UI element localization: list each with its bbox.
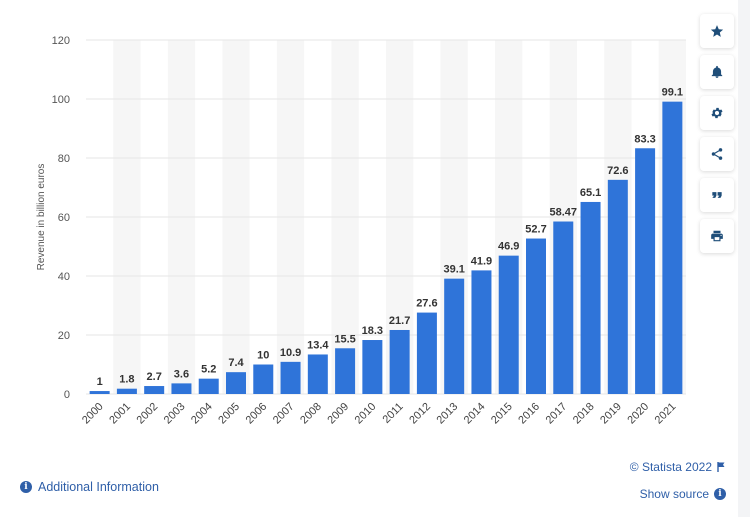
favorite-button[interactable] [700, 14, 734, 48]
data-label: 58.47 [550, 207, 578, 219]
data-label: 13.4 [307, 339, 329, 351]
bar [416, 312, 437, 394]
bar [335, 348, 356, 394]
info-icon: i [20, 481, 32, 493]
star-icon [710, 25, 724, 37]
x-tick-label: 2000 [80, 401, 106, 427]
additional-info-link[interactable]: i Additional Information [20, 480, 159, 494]
y-tick-label: 60 [58, 212, 70, 224]
bar [226, 372, 246, 394]
data-label: 2.7 [147, 371, 162, 383]
data-label: 3.6 [174, 368, 189, 380]
settings-button[interactable] [700, 96, 734, 130]
bar [307, 354, 328, 394]
x-tick-label: 2005 [216, 401, 242, 427]
x-tick-label: 2012 [407, 401, 433, 427]
bar [253, 364, 274, 394]
bar [471, 270, 492, 394]
info-icon: i [714, 487, 726, 500]
y-tick-label: 20 [58, 330, 70, 342]
quote-icon [712, 192, 722, 198]
data-label: 5.2 [201, 364, 216, 376]
data-label: 15.5 [334, 333, 355, 345]
x-tick-label: 2006 [244, 401, 270, 427]
bar [580, 201, 601, 394]
share-button[interactable] [700, 137, 734, 171]
x-tick-label: 2001 [107, 401, 133, 427]
data-label: 46.9 [498, 241, 519, 253]
data-label: 1 [97, 376, 103, 388]
additional-info-label: Additional Information [38, 480, 159, 494]
x-tick-label: 2015 [489, 401, 515, 427]
x-tick-label: 2014 [462, 401, 488, 427]
bar [444, 278, 465, 394]
y-tick-label: 100 [52, 94, 70, 106]
bar [89, 391, 110, 394]
copyright-text[interactable]: © Statista 2022 [629, 459, 712, 474]
data-label: 39.1 [443, 264, 464, 276]
x-tick-label: 2008 [298, 401, 324, 427]
data-label: 10 [257, 350, 269, 362]
y-tick-label: 40 [58, 271, 70, 283]
notification-button[interactable] [700, 55, 734, 89]
data-label: 10.9 [280, 347, 301, 359]
show-source-link[interactable]: Show source [639, 486, 709, 501]
data-label: 18.3 [362, 325, 383, 337]
bar [526, 238, 546, 394]
data-label: 72.6 [607, 165, 628, 177]
x-tick-label: 2009 [325, 401, 351, 427]
bar [662, 101, 683, 394]
data-label: 83.3 [634, 133, 655, 145]
y-tick-label: 80 [58, 153, 70, 165]
bar-chart: 0 20 40 60 80 100 120 Revenue in billion euros 1… [36, 35, 686, 427]
data-label: 65.1 [580, 187, 601, 199]
bar [498, 255, 519, 394]
x-tick-label: 2011 [381, 401, 406, 426]
data-label: 52.7 [525, 224, 546, 236]
print-button[interactable] [700, 219, 734, 253]
y-tick-label: 0 [64, 389, 70, 401]
print-icon [711, 230, 723, 242]
y-axis-title: Revenue in billion euros [36, 164, 47, 271]
bar [116, 388, 137, 394]
data-label: 7.4 [228, 357, 244, 369]
bar [607, 179, 628, 394]
x-tick-label: 2017 [544, 401, 570, 427]
y-tick-label: 120 [52, 35, 70, 47]
data-label: 41.9 [471, 255, 492, 267]
bar [144, 386, 165, 394]
cite-button[interactable] [700, 178, 734, 212]
flag-icon [717, 461, 726, 472]
footer-right: © Statista 2022 Show source i [630, 459, 726, 501]
gear-icon [711, 107, 723, 119]
data-label: 27.6 [416, 298, 437, 310]
x-tick-label: 2016 [516, 401, 542, 427]
x-tick-label: 2018 [571, 401, 597, 427]
data-label: 99.1 [662, 87, 683, 99]
x-tick-label: 2013 [435, 401, 461, 427]
bell-icon [711, 65, 723, 78]
bar [280, 361, 301, 394]
x-tick-label: 2002 [135, 401, 161, 427]
x-tick-label: 2021 [653, 401, 679, 427]
x-tick-label: 2004 [189, 401, 215, 427]
bar [635, 148, 656, 394]
bar [553, 221, 574, 394]
bar [389, 329, 410, 394]
x-tick-label: 2010 [353, 401, 379, 427]
bar [171, 383, 192, 394]
x-tick-label: 2003 [162, 401, 188, 427]
toolbar [700, 14, 736, 260]
bar [198, 378, 219, 394]
x-tick-label: 2007 [271, 401, 297, 427]
share-icon [711, 148, 723, 160]
data-label: 1.8 [119, 374, 134, 386]
x-tick-label: 2019 [598, 401, 624, 427]
x-tick-label: 2020 [625, 401, 651, 427]
data-label: 21.7 [389, 315, 410, 327]
bar [362, 340, 383, 394]
